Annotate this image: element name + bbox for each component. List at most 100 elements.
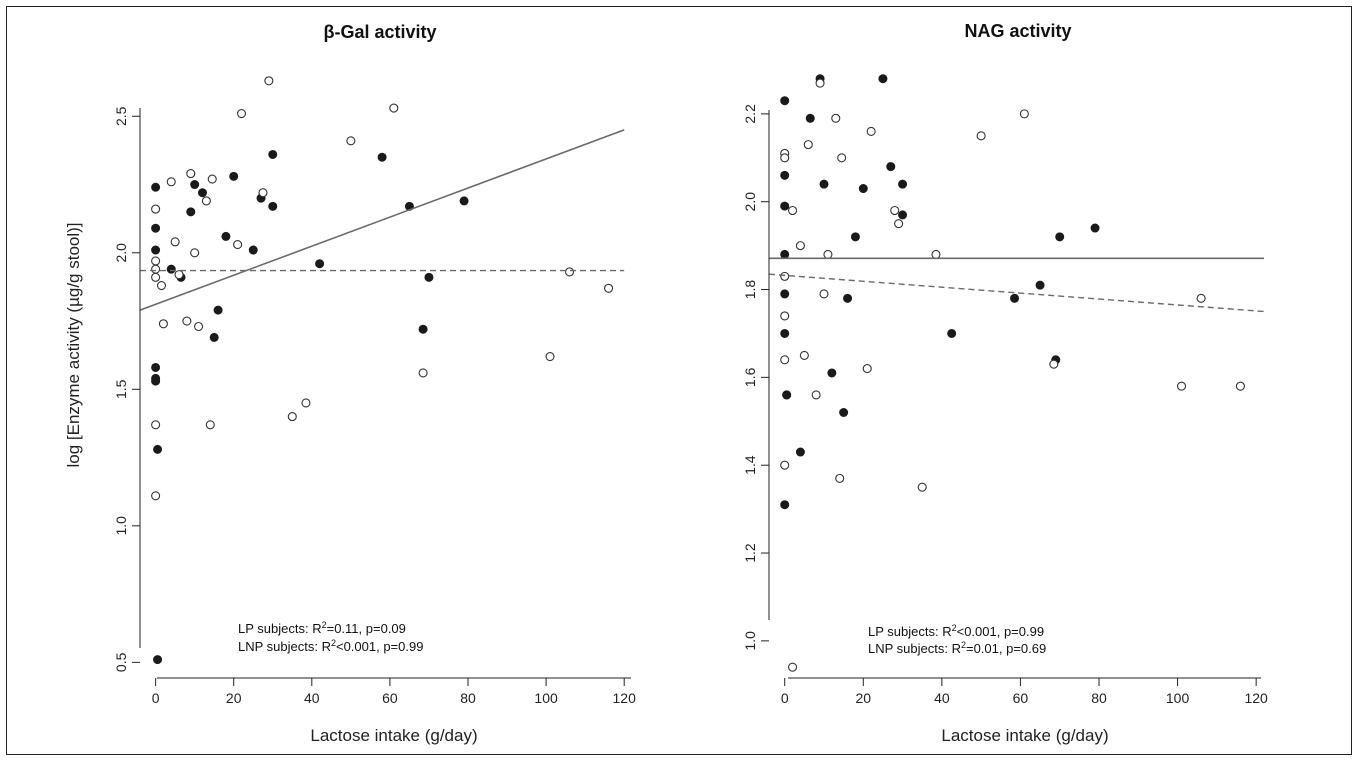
- point-open: [151, 264, 161, 274]
- fit-line-dashed: [769, 273, 1264, 313]
- point-open: [158, 319, 168, 329]
- fit-lines: [140, 129, 625, 311]
- point-open: [862, 364, 872, 374]
- point-open: [917, 482, 927, 492]
- point-open: [389, 103, 399, 113]
- y-tick-label: 1.4: [742, 455, 758, 475]
- point-filled: [858, 184, 868, 194]
- point-filled: [886, 162, 896, 172]
- point-filled: [221, 231, 231, 241]
- x-tick-label: 120: [613, 690, 637, 706]
- x-tick-label: 0: [781, 690, 789, 706]
- y-tick-label: 1.0: [742, 631, 758, 651]
- x-tick-label: 120: [1244, 690, 1268, 706]
- point-filled: [819, 179, 829, 189]
- point-filled: [197, 188, 207, 198]
- point-open: [819, 289, 829, 299]
- point-open: [931, 249, 941, 259]
- point-open: [151, 420, 161, 430]
- point-filled: [1035, 280, 1045, 290]
- point-filled: [898, 179, 908, 189]
- annotation-text: LNP subjects: R2<0.001, p=0.99: [238, 638, 423, 654]
- point-open: [866, 126, 876, 136]
- point-filled: [780, 289, 790, 299]
- point-open: [788, 662, 798, 672]
- fit-line-solid: [140, 129, 625, 311]
- point-filled: [947, 328, 957, 338]
- point-open: [190, 248, 200, 258]
- x-tick-label: 20: [226, 690, 242, 706]
- point-filled: [850, 232, 860, 242]
- point-filled: [153, 444, 163, 454]
- point-open: [156, 280, 167, 291]
- point-filled: [1055, 232, 1065, 242]
- point-open: [346, 136, 356, 146]
- point-filled: [151, 376, 161, 386]
- chart-beta-gal: β-Gal activity 0 20 40 60 80 100 120 0.5 1.0 1.5 2…: [113, 22, 636, 745]
- ticks: 0 20 40 60 80 100 120 1.0 1.2 1.4 1.6 1.8 2.0 2.2: [742, 104, 1268, 706]
- point-open: [151, 256, 161, 266]
- chart-title: β-Gal activity: [323, 22, 436, 42]
- x-axis-label: Lactose intake (g/day): [941, 726, 1108, 745]
- point-filled: [780, 328, 790, 338]
- point-filled: [153, 655, 163, 665]
- annotation-text: LNP subjects: R2=0.01, p=0.69: [868, 640, 1046, 656]
- point-open: [976, 131, 986, 141]
- fit-lines: [769, 257, 1264, 313]
- point-filled: [151, 182, 161, 192]
- point-filled: [213, 305, 223, 315]
- point-filled: [268, 201, 278, 211]
- point-filled: [459, 196, 469, 206]
- point-filled: [878, 74, 888, 84]
- y-tick-label: 2.2: [742, 104, 758, 124]
- point-open: [166, 177, 176, 187]
- point-open: [194, 321, 204, 332]
- point-open: [205, 420, 215, 430]
- annotation-text: LP subjects: R2<0.001, p=0.99: [868, 623, 1044, 639]
- point-open: [1049, 359, 1059, 369]
- point-open: [803, 140, 813, 150]
- point-filled: [248, 245, 258, 255]
- y-tick-label: 2.0: [742, 192, 758, 212]
- point-filled: [843, 293, 853, 303]
- annotations: LP subjects: R2=0.11, p=0.09 LNP subjects…: [238, 620, 423, 654]
- figure-border: [6, 6, 1352, 755]
- point-open: [780, 271, 790, 281]
- point-open: [890, 205, 900, 216]
- point-filled: [839, 408, 849, 418]
- point-filled: [190, 180, 200, 190]
- point-open: [233, 240, 243, 250]
- annotation-text: LP subjects: R2=0.11, p=0.09: [238, 620, 406, 636]
- point-open: [545, 351, 555, 362]
- point-open: [811, 390, 821, 400]
- point-open: [182, 316, 192, 326]
- point-filled: [166, 264, 176, 274]
- x-tick-label: 20: [855, 690, 871, 706]
- chart-nag: NAG activity 0 20 40 60 80 100 120 1.0 1.2 1.4 1.6…: [742, 21, 1268, 745]
- x-tick-label: 40: [304, 690, 320, 706]
- point-filled: [780, 96, 790, 106]
- point-open: [780, 153, 790, 163]
- point-filled: [805, 113, 815, 123]
- y-tick-label: 0.5: [113, 652, 129, 672]
- x-tick-label: 80: [460, 690, 476, 706]
- point-filled: [268, 149, 278, 159]
- point-filled: [780, 201, 790, 211]
- y-tick-label: 1.6: [742, 367, 758, 387]
- y-tick-label: 1.2: [742, 543, 758, 563]
- point-open: [788, 205, 798, 216]
- point-filled: [315, 259, 325, 269]
- point-open: [780, 460, 790, 470]
- point-filled: [151, 245, 161, 255]
- point-filled: [795, 447, 805, 457]
- point-open: [795, 241, 805, 251]
- point-filled: [827, 368, 837, 378]
- point-open: [186, 169, 196, 179]
- point-open: [604, 283, 614, 293]
- point-open: [258, 188, 268, 198]
- point-open: [823, 249, 833, 259]
- y-tick-label: 1.0: [113, 516, 129, 536]
- y-tick-label: 1.8: [742, 280, 758, 300]
